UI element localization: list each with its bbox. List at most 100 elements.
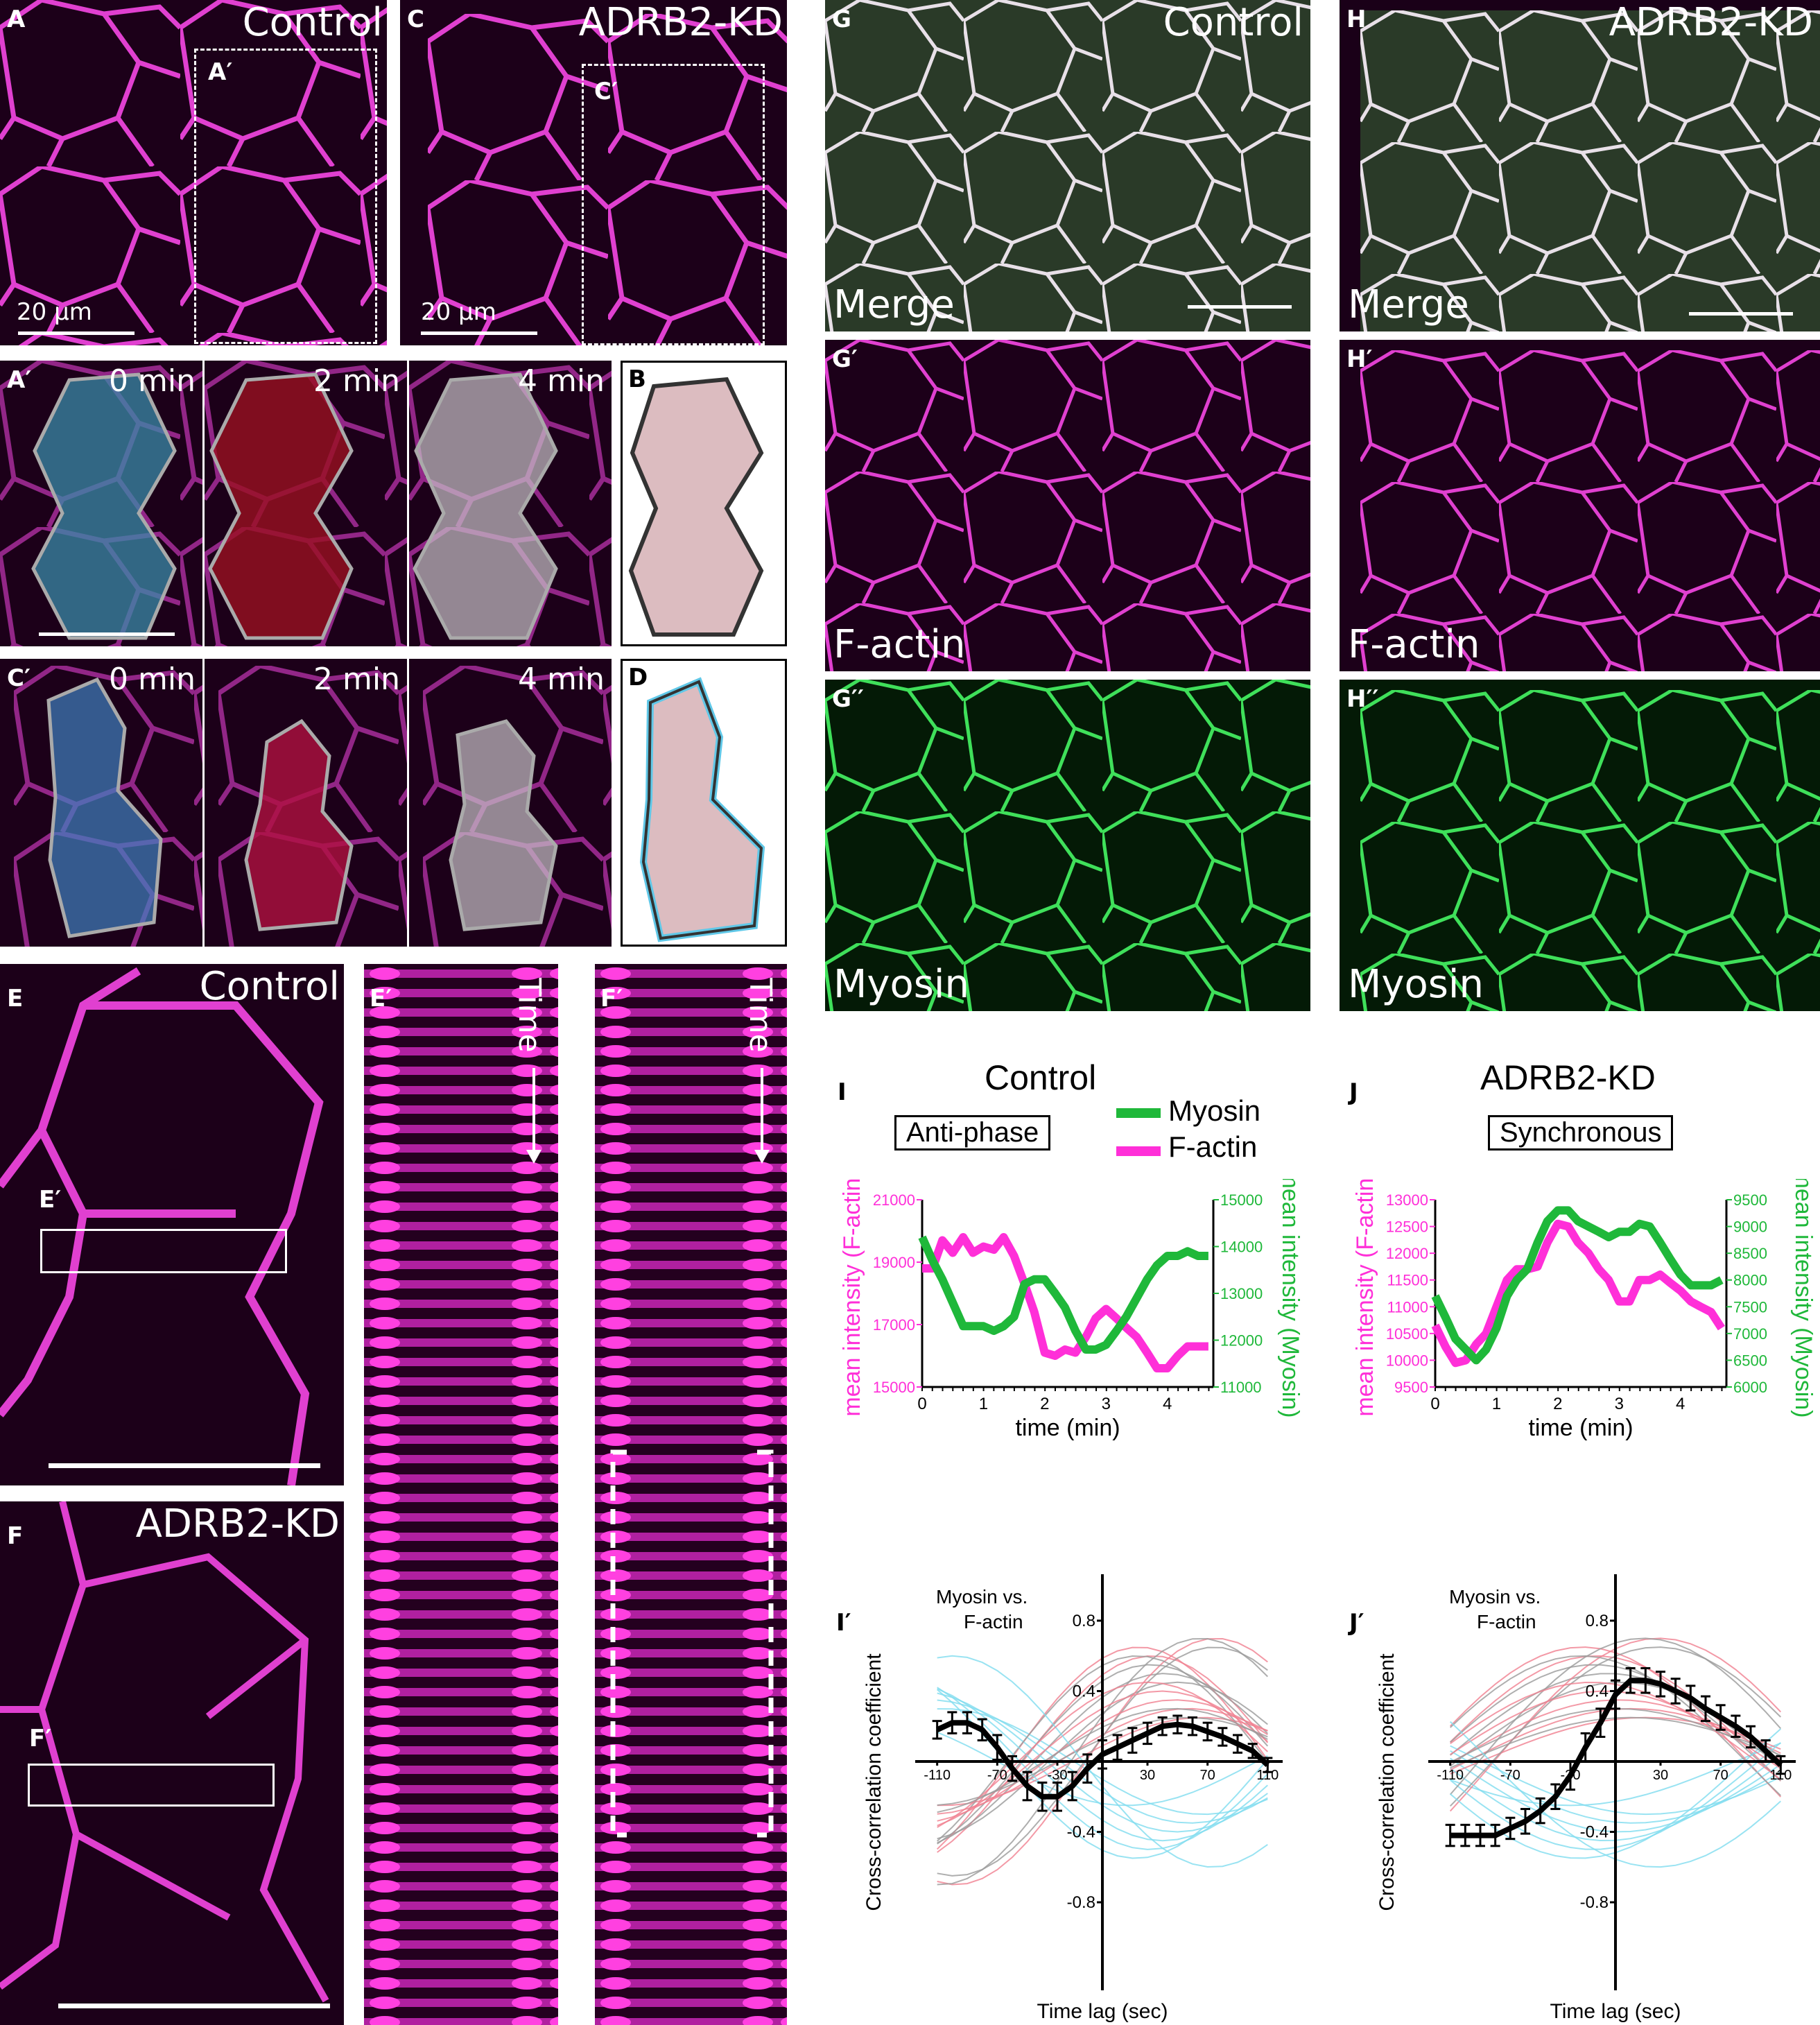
- panel-label-b: B: [628, 365, 646, 393]
- panel-title-kd: ADRB2-KD: [578, 0, 783, 45]
- y-tick-label: -0.4: [1580, 1823, 1609, 1842]
- time-arrow-icon: [754, 1068, 770, 1164]
- roi-label-f-prime: F′: [29, 1725, 52, 1752]
- panel-h-prime-factin: H′ F-actin: [1340, 340, 1820, 671]
- x-tick-label: 4: [1163, 1395, 1172, 1413]
- a-prime-frame-2: 2 min: [205, 361, 407, 646]
- zoom-region-box: [582, 64, 765, 345]
- y-left-tick-label: 10500: [1386, 1325, 1428, 1343]
- x-tick-label: 4: [1676, 1395, 1685, 1413]
- y-tick-label: -0.8: [1067, 1893, 1095, 1912]
- x-tick-label: 2: [1040, 1395, 1049, 1413]
- panel-g-prime-factin: G′ F-actin: [825, 340, 1310, 671]
- y-left-tick-label: 11500: [1387, 1272, 1428, 1289]
- roi-box: [40, 1229, 287, 1273]
- y-left-tick-label: 15000: [873, 1379, 915, 1396]
- scale-bar: [39, 632, 175, 636]
- panel-label-c: C: [407, 6, 424, 33]
- y-right-tick-label: 14000: [1220, 1239, 1263, 1256]
- y-right-tick-label: 8500: [1733, 1245, 1767, 1262]
- x-tick-label: 110: [1256, 1768, 1279, 1783]
- legend-factin-swatch: [1116, 1146, 1161, 1156]
- x-tick-label: 0: [1430, 1395, 1439, 1413]
- panel-title-control: Control: [242, 0, 383, 45]
- y-left-tick-label: 13000: [1386, 1191, 1428, 1209]
- scale-bar: [1689, 312, 1793, 316]
- panel-label-h-prime: H′: [1346, 345, 1373, 373]
- stain-label-factin: F-actin: [833, 622, 966, 667]
- timepoint-2: 2 min: [313, 662, 400, 697]
- mean-series-line: [1450, 1678, 1783, 1838]
- y-tick-label: 0.8: [1073, 1612, 1095, 1630]
- phase-label: Anti-phase: [894, 1115, 1051, 1151]
- x-tick-label: 30: [1653, 1768, 1668, 1783]
- chart-j: J ADRB2-KD Synchronous 0 1 2 3 4 9500 10000 105…: [1338, 1040, 1820, 1553]
- chart-i-prime-plot: -0.8 -0.4 0.4 0.8 -110 -70 -30 30 70 110 Myosin vs…: [863, 1574, 1283, 2023]
- panel-a-control-image: A Control A′ 20 μm: [0, 0, 387, 345]
- chart-j-plot: 0 1 2 3 4 9500 10000 10500 11000 11500 12000 12500 1…: [1352, 1179, 1817, 1441]
- series-line-myosin: [1431, 1206, 1724, 1365]
- scale-bar: [421, 331, 537, 335]
- y-left-axis-label: mean intensity (F-actin): [1352, 1179, 1378, 1417]
- chart-i-plot: 0 1 2 3 4 15000 17000 19000 21000 11000 12000 13000…: [839, 1179, 1303, 1441]
- panel-g-merge: G Control Merge: [825, 0, 1310, 331]
- y-left-tick-label: 17000: [873, 1316, 915, 1334]
- panel-label-a: A: [7, 6, 26, 33]
- x-tick-label: 30: [1140, 1768, 1155, 1783]
- x-tick-label: -110: [924, 1768, 951, 1783]
- panel-f-prime-kymograph: F′ Time: [595, 964, 787, 2025]
- y-left-tick-label: 21000: [873, 1191, 915, 1209]
- legend-myosin-label: Myosin: [1168, 1094, 1261, 1127]
- legend-factin-label: F-actin: [1168, 1130, 1258, 1163]
- scale-bar: [18, 331, 135, 335]
- chart-title-line1: Myosin vs.: [1449, 1586, 1541, 1608]
- panel-label-e-prime: E′: [370, 985, 392, 1013]
- y-left-tick-label: 19000: [873, 1254, 915, 1271]
- y-right-tick-label: 6000: [1733, 1379, 1767, 1396]
- y-right-tick-label: 13000: [1220, 1285, 1263, 1302]
- x-tick-label: 1: [1492, 1395, 1501, 1413]
- y-right-tick-label: 6500: [1733, 1352, 1767, 1369]
- time-label: Time: [512, 978, 547, 1053]
- c-prime-frame-4: 4 min: [409, 659, 612, 947]
- chart-title-line2: F-actin: [964, 1611, 1023, 1632]
- y-left-tick-label: 12500: [1386, 1218, 1428, 1236]
- y-right-axis-label: mean intensity (Myosin): [1277, 1179, 1303, 1418]
- panel-b-outline-overlay: B: [621, 361, 787, 646]
- series-line-f-actin: [922, 1233, 1208, 1372]
- panel-label-i: I: [838, 1078, 847, 1106]
- stain-label-merge: Merge: [1348, 282, 1469, 327]
- y-tick-label: 0.4: [1586, 1682, 1609, 1700]
- c-prime-frame-0: C′ 0 min: [0, 659, 202, 947]
- panel-label-g: G: [832, 6, 851, 33]
- scale-bar: [1188, 305, 1292, 309]
- y-tick-label: -0.8: [1580, 1893, 1609, 1912]
- y-right-axis-label: mean intensity (Myosin): [1790, 1179, 1817, 1418]
- y-axis-label: Cross-correlation coefficient: [863, 1653, 885, 1911]
- x-tick-label: -110: [1437, 1768, 1464, 1783]
- y-right-tick-label: 11000: [1220, 1379, 1262, 1396]
- x-tick-label: 70: [1713, 1768, 1728, 1783]
- panel-label-g-prime: G′: [832, 345, 858, 373]
- y-left-tick-label: 9500: [1394, 1379, 1428, 1396]
- stain-label-factin: F-actin: [1348, 622, 1480, 667]
- time-arrow-icon: [526, 1068, 541, 1164]
- panel-title-control: Control: [1163, 0, 1303, 45]
- chart-title-line1: Myosin vs.: [936, 1586, 1028, 1608]
- x-tick-label: -30: [1048, 1768, 1068, 1783]
- x-tick-label: 3: [1102, 1395, 1111, 1413]
- panel-label-g-dprime: G′′: [832, 685, 864, 713]
- y-axis-label: Cross-correlation coefficient: [1376, 1653, 1398, 1911]
- panel-label-c-prime: C′: [7, 664, 31, 692]
- panel-c-kd-image: C ADRB2-KD C′ 20 μm: [400, 0, 787, 345]
- timepoint-0: 0 min: [109, 662, 196, 697]
- mean-series-line: [936, 1720, 1270, 1800]
- timepoint-4: 4 min: [518, 662, 605, 697]
- y-right-tick-label: 15000: [1220, 1191, 1263, 1209]
- panel-title-kd: ADRB2-KD: [1609, 0, 1813, 45]
- scale-bar: [58, 2004, 330, 2008]
- time-label: Time: [743, 978, 778, 1053]
- y-left-tick-label: 12000: [1386, 1245, 1428, 1262]
- scale-bar-label: 20 μm: [17, 298, 92, 326]
- x-tick-label: 0: [917, 1395, 926, 1413]
